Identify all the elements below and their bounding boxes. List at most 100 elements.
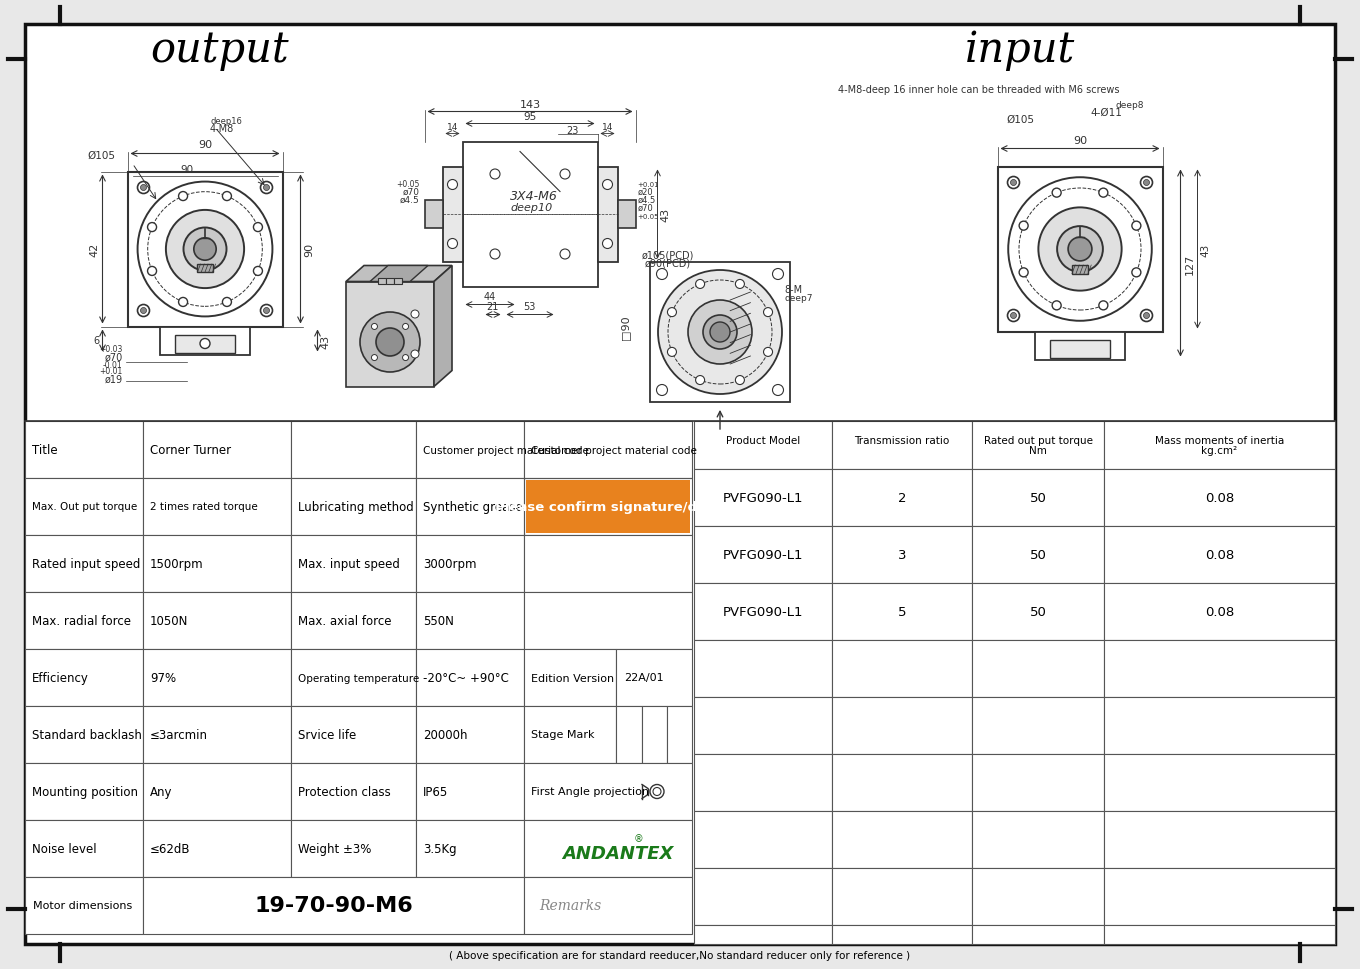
Text: PVFG090-L1: PVFG090-L1 — [722, 491, 804, 505]
Text: Nm: Nm — [1030, 445, 1047, 455]
Bar — [972, 925, 1104, 944]
Circle shape — [137, 182, 150, 195]
Circle shape — [560, 250, 570, 260]
Circle shape — [668, 308, 676, 317]
Bar — [143, 592, 291, 649]
Bar — [650, 263, 790, 402]
Text: 550N: 550N — [423, 614, 454, 627]
Circle shape — [223, 193, 231, 202]
Bar — [1104, 470, 1336, 526]
Bar — [24, 536, 143, 592]
Circle shape — [1008, 178, 1152, 322]
Text: Max. axial force: Max. axial force — [298, 614, 392, 627]
Bar — [524, 706, 616, 764]
Bar — [524, 536, 692, 592]
Bar — [416, 649, 524, 706]
Circle shape — [657, 269, 668, 280]
Bar — [462, 142, 597, 287]
Bar — [997, 168, 1163, 332]
Bar — [1104, 811, 1336, 868]
Circle shape — [223, 298, 231, 307]
Circle shape — [137, 182, 272, 317]
Text: Stage Mark: Stage Mark — [530, 730, 594, 739]
Text: Any: Any — [150, 785, 173, 798]
Text: +0.05: +0.05 — [396, 180, 419, 189]
Bar — [143, 536, 291, 592]
Circle shape — [703, 316, 737, 350]
Circle shape — [147, 267, 156, 276]
Text: -20°C~ +90°C: -20°C~ +90°C — [423, 672, 509, 684]
Text: ø70: ø70 — [638, 203, 653, 213]
Text: ≤62dB: ≤62dB — [150, 842, 190, 855]
Bar — [617, 201, 635, 229]
Bar — [694, 526, 832, 583]
Bar — [24, 422, 143, 479]
Circle shape — [194, 238, 216, 261]
Text: Operating temperature: Operating temperature — [298, 672, 419, 683]
Circle shape — [1099, 301, 1108, 310]
Text: 53: 53 — [524, 302, 536, 312]
Text: □90: □90 — [620, 315, 630, 340]
Bar — [143, 649, 291, 706]
Circle shape — [772, 269, 783, 280]
Circle shape — [602, 239, 612, 249]
Bar — [291, 820, 416, 877]
Circle shape — [695, 280, 704, 289]
Text: Standard backlash: Standard backlash — [33, 729, 141, 741]
Circle shape — [147, 223, 156, 233]
Bar — [972, 641, 1104, 698]
Bar — [1104, 698, 1336, 754]
Bar — [24, 706, 143, 764]
Bar — [24, 820, 143, 877]
Text: Motor dimensions: Motor dimensions — [33, 900, 132, 911]
Circle shape — [657, 385, 668, 396]
Circle shape — [371, 324, 378, 330]
Bar — [291, 649, 416, 706]
Text: deep7: deep7 — [783, 294, 812, 302]
Circle shape — [411, 311, 419, 319]
Bar — [832, 698, 972, 754]
Circle shape — [763, 348, 772, 357]
Text: Rated input speed: Rated input speed — [33, 557, 140, 571]
Circle shape — [772, 385, 783, 396]
Bar — [160, 328, 250, 355]
Bar — [416, 706, 524, 764]
Text: ø90(PCD): ø90(PCD) — [645, 259, 691, 268]
Text: 0.08: 0.08 — [1205, 491, 1234, 505]
Bar — [416, 479, 524, 536]
Bar — [526, 481, 690, 534]
Bar — [524, 422, 692, 479]
Bar — [1104, 641, 1336, 698]
Bar — [291, 479, 416, 536]
Text: 42: 42 — [90, 242, 99, 257]
Bar — [175, 335, 235, 353]
Bar — [694, 422, 832, 470]
Circle shape — [261, 305, 272, 317]
Text: ø105(PCD): ø105(PCD) — [642, 251, 694, 261]
Bar — [972, 422, 1104, 470]
Circle shape — [140, 185, 147, 191]
Text: Weight ±3%: Weight ±3% — [298, 842, 371, 855]
Bar — [972, 698, 1104, 754]
Text: Product Model: Product Model — [726, 436, 800, 446]
Text: 2: 2 — [898, 491, 906, 505]
Text: 3.5Kg: 3.5Kg — [423, 842, 457, 855]
Text: Rated out put torque: Rated out put torque — [983, 436, 1092, 446]
Bar — [1104, 925, 1336, 944]
Bar — [694, 583, 832, 641]
Circle shape — [490, 170, 500, 180]
Text: 4-M8-deep 16 inner hole can be threaded with M6 screws: 4-M8-deep 16 inner hole can be threaded … — [838, 85, 1119, 95]
Text: input: input — [964, 29, 1076, 71]
Circle shape — [371, 356, 378, 361]
Bar — [1035, 332, 1125, 360]
Circle shape — [1068, 237, 1092, 262]
Text: 43: 43 — [661, 207, 670, 222]
Text: 95: 95 — [524, 111, 537, 121]
Bar — [616, 706, 642, 764]
Text: ( Above specification are for standard reeducer,No standard reducer only for ref: ( Above specification are for standard r… — [449, 950, 911, 960]
Circle shape — [658, 270, 782, 394]
Text: Synthetic grease: Synthetic grease — [423, 500, 522, 514]
Text: ø4.5: ø4.5 — [638, 196, 656, 204]
Bar — [832, 470, 972, 526]
Bar — [694, 811, 832, 868]
